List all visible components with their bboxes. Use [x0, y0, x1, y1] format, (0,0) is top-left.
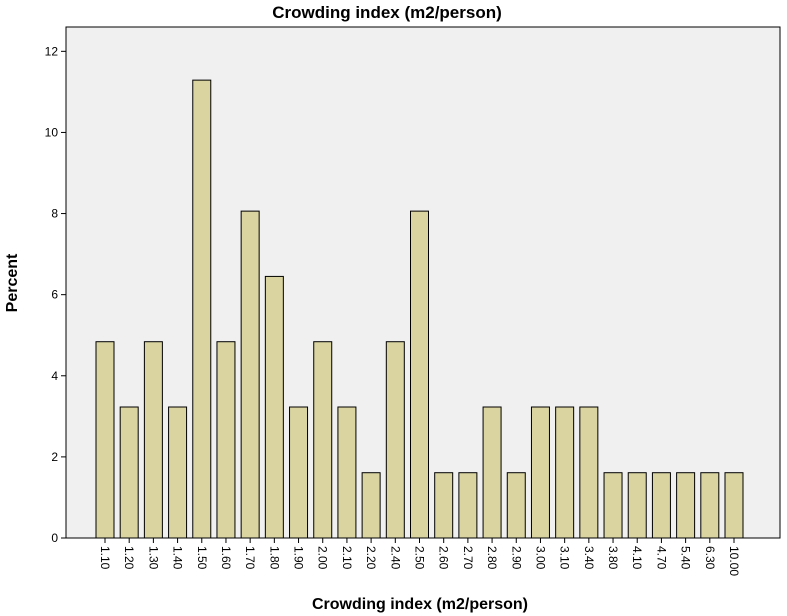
- x-tick-label: 1.40: [171, 546, 185, 570]
- bar: [361, 472, 381, 539]
- y-tick-label: 10: [45, 125, 59, 139]
- bars: [95, 79, 744, 539]
- x-tick-label: 4.10: [630, 546, 644, 570]
- bar: [603, 472, 623, 539]
- bar: [95, 341, 115, 539]
- x-tick-label: 10.00: [727, 546, 741, 576]
- bar: [240, 210, 260, 539]
- bar: [627, 472, 647, 539]
- y-tick-label: 4: [51, 369, 58, 383]
- bar: [530, 406, 550, 539]
- x-tick-label: 2.80: [485, 546, 499, 570]
- bar: [579, 406, 599, 539]
- bar: [192, 79, 212, 539]
- x-tick-label: 2.20: [364, 546, 378, 570]
- bar: [651, 472, 671, 539]
- x-tick-label: 3.40: [582, 546, 596, 570]
- x-tick-label: 2.60: [437, 546, 451, 570]
- bar: [458, 472, 478, 539]
- x-axis-label: Crowding index (m2/person): [312, 596, 528, 613]
- y-axis-label: Percent: [4, 253, 21, 312]
- y-tick-label: 8: [51, 207, 58, 221]
- bar: [289, 406, 309, 539]
- x-tick-label: 2.40: [388, 546, 402, 570]
- x-tick-label: 6.30: [703, 546, 717, 570]
- chart-title: Crowding index (m2/person): [272, 3, 502, 22]
- bar: [724, 472, 744, 539]
- bar: [216, 341, 236, 539]
- x-tick-label: 1.50: [195, 546, 209, 570]
- x-tick-label: 3.10: [558, 546, 572, 570]
- x-tick-label: 1.20: [122, 546, 136, 570]
- x-tick-label: 1.70: [243, 546, 257, 570]
- x-tick-label: 2.90: [509, 546, 523, 570]
- y-tick-label: 6: [51, 288, 58, 302]
- bar: [555, 406, 575, 539]
- bar: [313, 341, 333, 539]
- bar: [700, 472, 720, 539]
- y-tick-label: 2: [51, 450, 58, 464]
- x-tick-label: 4.70: [654, 546, 668, 570]
- bar: [434, 472, 454, 539]
- x-tick-label: 1.80: [267, 546, 281, 570]
- x-tick-label: 2.00: [316, 546, 330, 570]
- bar: [143, 341, 163, 539]
- x-tick-label: 3.00: [533, 546, 547, 570]
- x-tick-label: 2.10: [340, 546, 354, 570]
- bar: [337, 406, 357, 539]
- x-tick-label: 1.90: [292, 546, 306, 570]
- x-tick-label: 1.60: [219, 546, 233, 570]
- bar: [168, 406, 188, 539]
- x-tick-label: 1.10: [98, 546, 112, 570]
- x-tick-label: 3.80: [606, 546, 620, 570]
- x-tick-label: 5.40: [679, 546, 693, 570]
- bar: [410, 210, 429, 539]
- bar: [506, 472, 526, 539]
- bar: [482, 406, 502, 539]
- y-tick-label: 12: [45, 44, 59, 58]
- bar: [385, 341, 405, 539]
- x-axis: 1.10 1.20 1.30 1.40 1.50 1.60 1.70 1.80 1.90 2.00…: [98, 538, 741, 576]
- x-tick-label: 1.30: [146, 546, 160, 570]
- x-tick-label: 2.70: [461, 546, 475, 570]
- bar: [264, 275, 284, 539]
- y-tick-label: 0: [51, 531, 58, 545]
- bar: [676, 472, 696, 539]
- y-axis: 0 2 4 6 8 10 12: [45, 44, 66, 545]
- x-tick-label: 2.50: [413, 546, 427, 570]
- bar: [119, 406, 139, 539]
